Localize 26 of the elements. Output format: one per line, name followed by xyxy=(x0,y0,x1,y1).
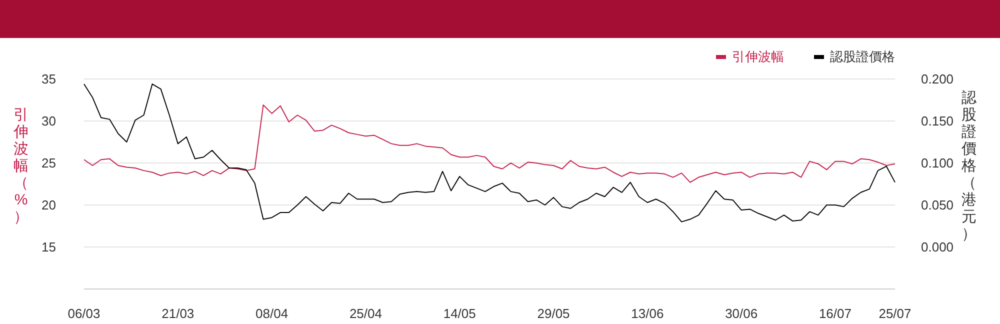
x-tick-label: 16/07 xyxy=(818,306,852,322)
x-tick-label: 30/06 xyxy=(725,306,758,322)
x-tick-label: 25/04 xyxy=(349,306,382,322)
x-tick-label: 14/05 xyxy=(443,306,476,322)
y-tick-label: 35 xyxy=(42,72,56,87)
x-tick-label: 06/03 xyxy=(68,306,100,322)
legend-label: 認股證價格 xyxy=(830,48,895,66)
y-tick-label: 30 xyxy=(42,114,56,129)
y-axis-title: 引伸波幅（%） xyxy=(14,106,28,226)
x-tick-label: 21/03 xyxy=(162,306,194,322)
x-tick-label: 25/07 xyxy=(878,306,912,322)
y2-tick-label: 0.100 xyxy=(921,156,954,171)
y-tick-label: 15 xyxy=(42,240,56,255)
y2-tick-label: 0.000 xyxy=(921,240,954,255)
y2-tick-label: 0.050 xyxy=(921,198,954,213)
line-series xyxy=(84,84,896,222)
x-tick-label: 13/06 xyxy=(631,306,664,322)
y-tick-label: 25 xyxy=(42,156,56,171)
y2-tick-label: 0.150 xyxy=(921,114,954,129)
y-tick-label: 20 xyxy=(42,198,56,213)
y2-tick-label: 0.200 xyxy=(921,72,954,87)
x-tick-label: 08/04 xyxy=(256,306,288,322)
x-tick-label: 29/05 xyxy=(537,306,570,322)
text: 認股證價格（港元） xyxy=(962,90,976,242)
legend-label: 引伸波幅 xyxy=(732,48,784,66)
line-series xyxy=(84,104,896,183)
